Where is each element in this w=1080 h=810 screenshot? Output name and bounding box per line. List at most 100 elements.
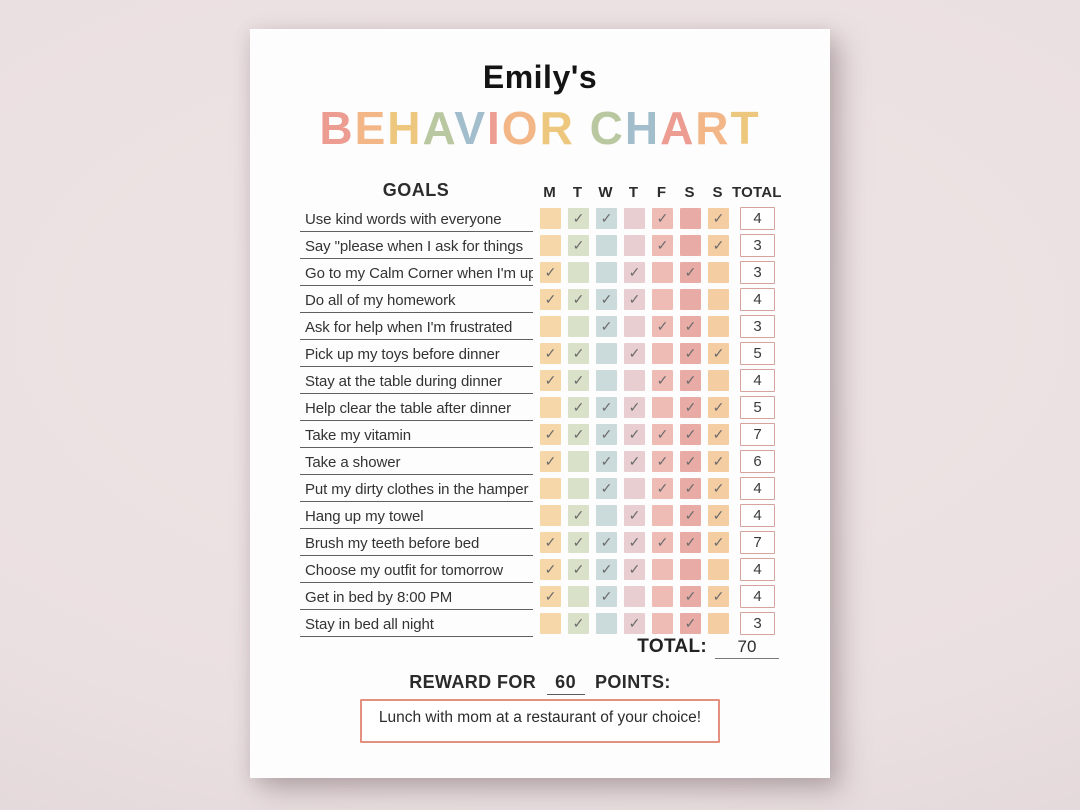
table-row: Hang up my towel ✓ ✓ ✓ ✓ 4 [300,502,780,529]
day-cell-empty [568,262,589,283]
goal-label: Choose my outfit for tomorrow [300,556,533,583]
chart-title-letter: V [454,102,488,154]
row-total-box: 3 [740,315,775,338]
goal-label: Take my vitamin [300,421,533,448]
day-cell-checked: ✓ [568,235,589,256]
day-cell-empty [624,316,645,337]
check-mark-icon: ✓ [684,480,697,496]
table-row: Take my vitamin ✓ ✓ ✓ ✓ ✓ ✓ ✓ 7 [300,421,780,448]
check-mark-icon: ✓ [600,561,613,577]
table-row: Stay at the table during dinner ✓ ✓ ✓ ✓ 4 [300,367,780,394]
day-cell-checked: ✓ [596,559,617,580]
day-cell-empty [540,613,561,634]
day-cell-empty [680,235,701,256]
day-cell-checked: ✓ [652,478,673,499]
goal-label: Use kind words with everyone [300,205,533,232]
check-mark-icon: ✓ [544,426,557,442]
table-row: Brush my teeth before bed ✓ ✓ ✓ ✓ ✓ ✓ ✓ 7 [300,529,780,556]
day-cell-checked: ✓ [568,532,589,553]
check-mark-icon: ✓ [684,318,697,334]
day-cell-checked: ✓ [652,424,673,445]
row-total-box: 4 [740,477,775,500]
day-cell-empty [596,262,617,283]
check-mark-icon: ✓ [712,588,725,604]
day-cell-checked: ✓ [652,316,673,337]
day-cell-checked: ✓ [680,262,701,283]
check-mark-icon: ✓ [656,426,669,442]
table-row: Stay in bed all night ✓ ✓ ✓ 3 [300,610,780,637]
goals-column-header: GOALS [382,180,450,200]
chart-title-letter: E [354,102,388,154]
chart-title-letter: H [624,102,661,154]
row-total-box: 4 [740,369,775,392]
day-cell-checked: ✓ [680,370,701,391]
day-cell-checked: ✓ [540,262,561,283]
day-cell-checked: ✓ [680,532,701,553]
check-mark-icon: ✓ [712,480,725,496]
day-cell-checked: ✓ [540,559,561,580]
day-cell-empty [624,370,645,391]
day-cell-checked: ✓ [652,370,673,391]
chart-title-letter: A [422,102,455,154]
day-cell-checked: ✓ [708,505,729,526]
table-row: Get in bed by 8:00 PM ✓ ✓ ✓ ✓ 4 [300,583,780,610]
check-mark-icon: ✓ [712,345,725,361]
row-total-box: 5 [740,342,775,365]
check-mark-icon: ✓ [572,345,585,361]
total-column-header: TOTAL [732,184,782,201]
day-cell-empty [624,586,645,607]
day-cell-checked: ✓ [624,397,645,418]
day-column-header: W [598,184,613,201]
check-mark-icon: ✓ [684,372,697,388]
day-cell-empty [624,235,645,256]
day-cell-empty [540,316,561,337]
day-cell-checked: ✓ [652,532,673,553]
check-mark-icon: ✓ [572,210,585,226]
check-mark-icon: ✓ [628,507,641,523]
day-cell-empty [596,505,617,526]
check-mark-icon: ✓ [628,453,641,469]
check-mark-icon: ✓ [572,291,585,307]
day-cell-empty [680,208,701,229]
check-mark-icon: ✓ [572,426,585,442]
day-cell-checked: ✓ [708,397,729,418]
check-mark-icon: ✓ [628,399,641,415]
day-cell-empty [652,505,673,526]
row-total-box: 4 [740,288,775,311]
check-mark-icon: ✓ [572,399,585,415]
check-mark-icon: ✓ [712,534,725,550]
day-cell-empty [680,559,701,580]
day-cell-empty [596,370,617,391]
day-cell-checked: ✓ [596,451,617,472]
day-cell-empty [596,343,617,364]
table-row: Do all of my homework ✓ ✓ ✓ ✓ 4 [300,286,780,313]
day-cell-empty [680,289,701,310]
day-cell-checked: ✓ [680,478,701,499]
table-row: Choose my outfit for tomorrow ✓ ✓ ✓ ✓ 4 [300,556,780,583]
grand-total-label: TOTAL: [637,636,707,657]
check-mark-icon: ✓ [544,372,557,388]
day-cell-checked: ✓ [708,532,729,553]
day-cell-empty [652,397,673,418]
day-cell-checked: ✓ [568,559,589,580]
check-mark-icon: ✓ [600,210,613,226]
reward-box: Lunch with mom at a restaurant of your c… [360,699,720,743]
check-mark-icon: ✓ [628,345,641,361]
table-row: Put my dirty clothes in the hamper ✓ ✓ ✓ ✓ 4 [300,475,780,502]
day-cell-checked: ✓ [708,451,729,472]
reward-heading-prefix: REWARD FOR [409,672,537,692]
row-total-box: 7 [740,423,775,446]
goal-label: Go to my Calm Corner when I'm upset [300,259,533,286]
day-cell-checked: ✓ [680,316,701,337]
day-cell-checked: ✓ [596,397,617,418]
day-cell-checked: ✓ [680,397,701,418]
chart-title-letter: H [387,102,423,154]
goal-label: Get in bed by 8:00 PM [300,583,533,610]
day-cell-checked: ✓ [596,478,617,499]
day-cell-empty [596,235,617,256]
chart-title-letter: I [487,102,502,154]
day-cell-empty [568,451,589,472]
day-cell-empty [652,343,673,364]
day-cell-checked: ✓ [624,289,645,310]
day-cell-checked: ✓ [680,343,701,364]
